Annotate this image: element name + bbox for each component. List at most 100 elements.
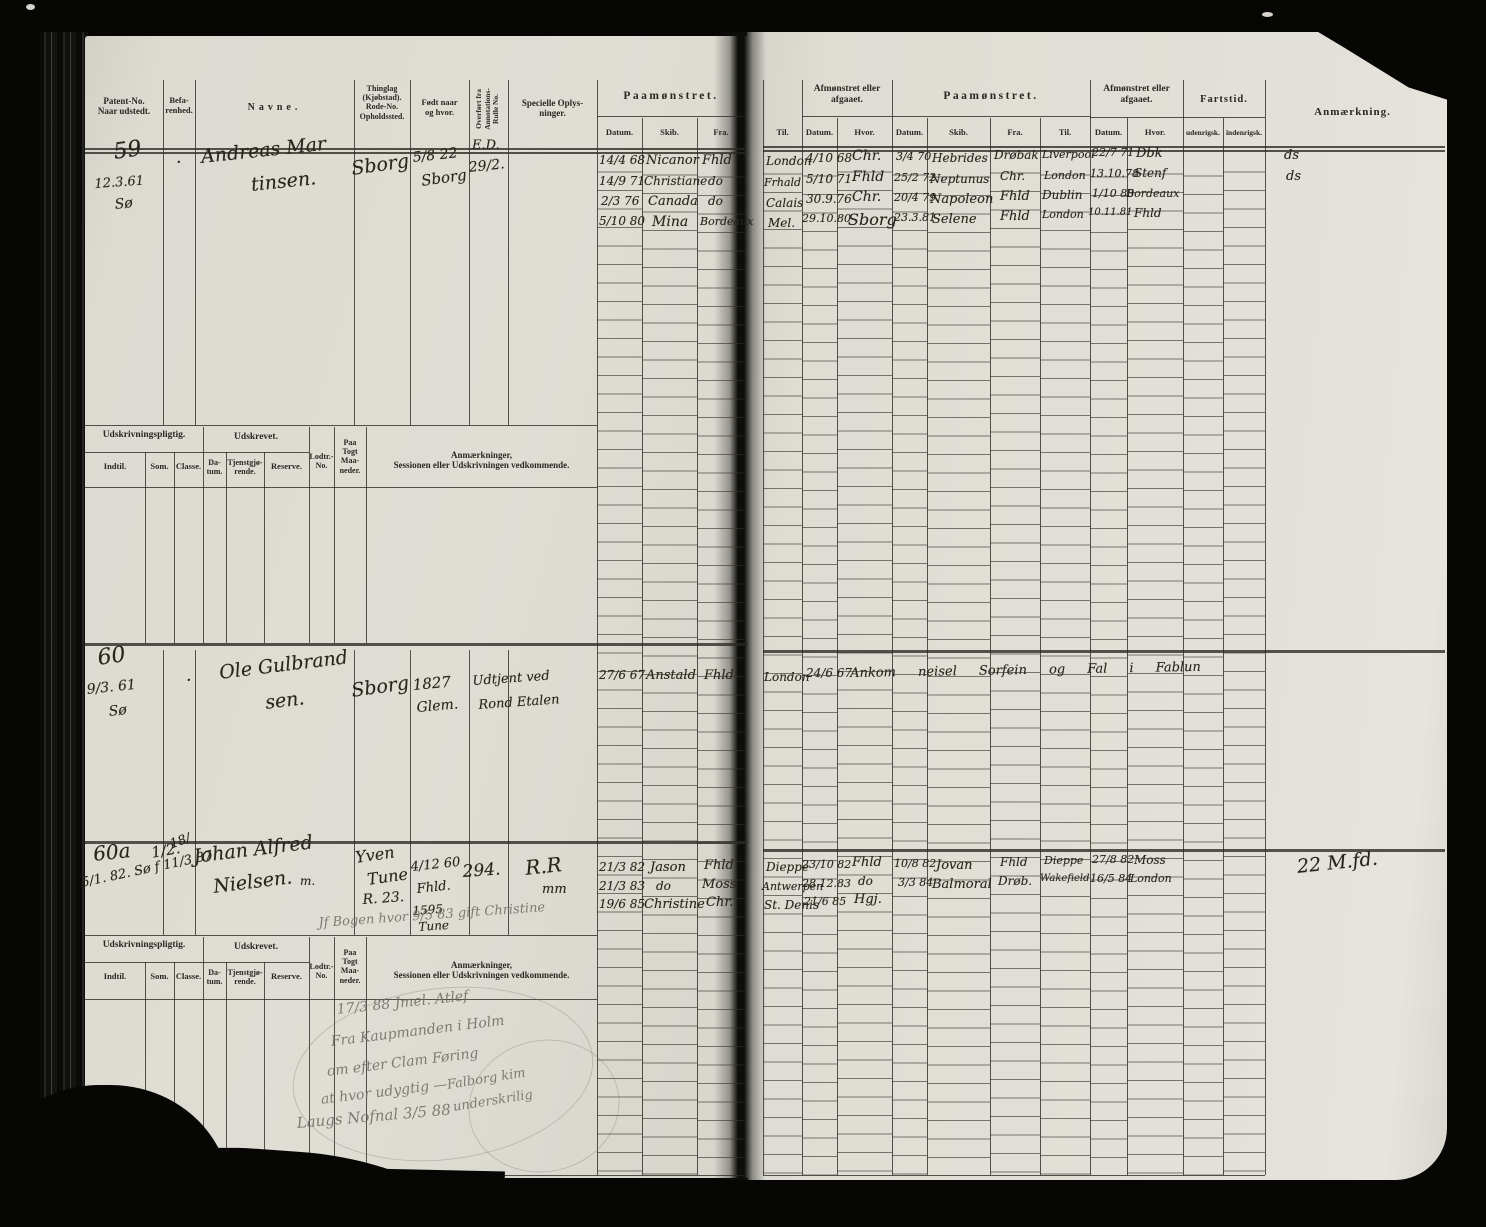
- header-line: afgaaet.: [831, 94, 863, 105]
- handwritten-ink-entry: 10.11.81: [1088, 207, 1133, 218]
- header-line: Paa: [343, 438, 357, 447]
- group-header-udskrevet: Udskrevet.: [234, 942, 278, 952]
- ruled-rows: [990, 155, 1040, 1175]
- ruled-rows: [927, 159, 990, 1175]
- handwritten-ink-entry: 28.12.83: [802, 877, 851, 890]
- handwritten-ink-entry: London: [1044, 169, 1086, 182]
- header-line: ninger.: [539, 108, 566, 119]
- grid-line-vertical: [309, 937, 310, 1175]
- handwritten-ink-entry: Fhld: [1000, 209, 1030, 224]
- grid-line-horizontal: [763, 146, 1445, 148]
- ruled-rows: [892, 157, 927, 1175]
- handwritten-ink-entry: ·: [176, 152, 182, 173]
- grid-line-horizontal: [203, 962, 309, 963]
- grid-line-horizontal: [85, 999, 597, 1001]
- handwritten-ink-entry: 21/3 83: [599, 879, 646, 893]
- photo-edge-right: [1447, 0, 1486, 1227]
- subcol-reserve: Reserve.: [271, 971, 302, 981]
- subcol-paa-togt: Paa Togt Maa- neder.: [334, 948, 366, 985]
- header-line: afgaaet.: [1120, 94, 1153, 105]
- handwritten-ink-entry: mm: [542, 882, 567, 897]
- grid-line-vertical: [334, 937, 335, 1175]
- handwritten-ink-entry: Christiane: [644, 174, 708, 188]
- handwritten-ink-entry: Sø: [114, 195, 134, 213]
- photo-edge-top: [0, 0, 1486, 32]
- grid-line-vertical: [226, 452, 227, 643]
- header-line: No.: [315, 971, 328, 981]
- handwritten-ink-entry: 2/3 76: [601, 194, 640, 208]
- header-line: No.: [315, 461, 328, 471]
- grid-line-horizontal: [892, 116, 1090, 117]
- subcol-fra: Fra.: [1007, 127, 1023, 137]
- col-header-patent-no: Patent-No. Naar udstedt.: [85, 96, 163, 117]
- grid-line-vertical: [145, 452, 146, 643]
- handwritten-ink-entry: 19/6 85: [599, 897, 646, 911]
- ruled-rows: [1090, 159, 1127, 1175]
- grid-line-vertical: [366, 427, 367, 643]
- header-line: Lodtr.-: [309, 962, 334, 971]
- grid-line-horizontal: [597, 116, 745, 117]
- header-line: og hvor.: [425, 106, 454, 117]
- header-line: Thinglag: [366, 84, 398, 93]
- subcol-lodtr-no: Lodtr.- No.: [309, 452, 334, 470]
- handwritten-ink-entry: Chr.: [1000, 169, 1026, 183]
- grid-line-vertical: [508, 80, 509, 425]
- grid-line-vertical: [469, 650, 470, 935]
- dust-speck: [26, 4, 35, 10]
- grid-line-vertical: [203, 937, 204, 1175]
- photo-edge-left: [0, 0, 40, 1227]
- col-header-fodt: Født naar og hvor.: [410, 97, 469, 118]
- grid-line-horizontal: [1090, 117, 1183, 118]
- handwritten-ink-entry: 1/10 80: [1092, 187, 1135, 200]
- handwritten-ink-entry: Hgj.: [854, 892, 882, 907]
- subcol-lodtr-no: Lodtr.- No.: [309, 962, 334, 980]
- handwritten-ink-entry: London: [1042, 208, 1084, 221]
- header-line: Maa-: [340, 966, 360, 976]
- grid-line-horizontal: [85, 841, 747, 844]
- handwritten-ink-entry: do: [858, 874, 873, 888]
- handwritten-ink-entry: 14/4 68: [599, 153, 646, 167]
- handwritten-ink-entry: 21/6 85: [804, 895, 847, 908]
- handwritten-ink-entry: Anstald: [646, 668, 696, 683]
- header-line: Afmønstret eller: [1103, 84, 1170, 94]
- header-line: Anmærkninger,: [451, 960, 512, 970]
- header-line: neder.: [339, 975, 361, 985]
- col-header-thinglag: Thinglag (Kjøbstad). Rode-No. Opholdsste…: [354, 84, 410, 121]
- subcol-skib: Skib.: [660, 127, 679, 137]
- header-line: Patent-No.: [103, 96, 145, 106]
- grid-line-horizontal: [85, 151, 745, 154]
- header-line: Opholdssted.: [359, 111, 405, 121]
- handwritten-ink-entry: Nicanor: [646, 153, 699, 168]
- handwritten-ink-entry: 294.: [462, 859, 502, 882]
- grid-line-vertical: [174, 962, 175, 1175]
- handwritten-ink-entry: Frhald: [764, 176, 802, 189]
- ruled-rows: [1183, 158, 1223, 1175]
- group-header-fartstid: Fartstid.: [1200, 94, 1248, 105]
- header-line: Da-: [208, 968, 221, 977]
- subcol-classe: Classe.: [175, 461, 202, 471]
- handwritten-ink-entry: 16/5 84: [1090, 872, 1133, 885]
- handwritten-ink-entry: Christine: [644, 897, 705, 912]
- subcol-som: Som.: [150, 461, 169, 471]
- header-line: tum.: [206, 977, 223, 987]
- subcol-indenrigsk: indenrigsk.: [1225, 128, 1263, 137]
- handwritten-ink-entry: 60a: [92, 838, 132, 866]
- handwritten-ink-entry: Balmoral: [932, 877, 992, 892]
- handwritten-ink-entry: Jovan: [936, 858, 973, 873]
- handwritten-ink-entry: 27/8 82: [1092, 853, 1135, 866]
- group-header-udskrivningspligtig: Udskrivningspligtig.: [102, 430, 186, 440]
- handwritten-ink-entry: Dieppe: [1044, 854, 1084, 867]
- subcol-reserve: Reserve.: [271, 461, 302, 471]
- subcol-skib: Skib.: [949, 127, 968, 137]
- grid-line-vertical: [163, 650, 164, 935]
- handwritten-ink-entry: 23.3.81: [894, 211, 936, 224]
- header-line: (Kjøbstad).: [362, 93, 402, 103]
- col-header-overfort: Overført fra Annotations- Rulle No.: [474, 76, 501, 142]
- col-header-anmaerkninger-sessionen: Anmærkninger, Sessionen eller Udskrivnin…: [366, 450, 597, 471]
- subcol-indtil: Indtil.: [103, 971, 127, 981]
- ruled-rows: [1040, 157, 1090, 1175]
- header-line: Togt: [342, 957, 358, 967]
- dust-speck: [1262, 12, 1273, 17]
- handwritten-ink-entry: Fhld: [1134, 206, 1162, 220]
